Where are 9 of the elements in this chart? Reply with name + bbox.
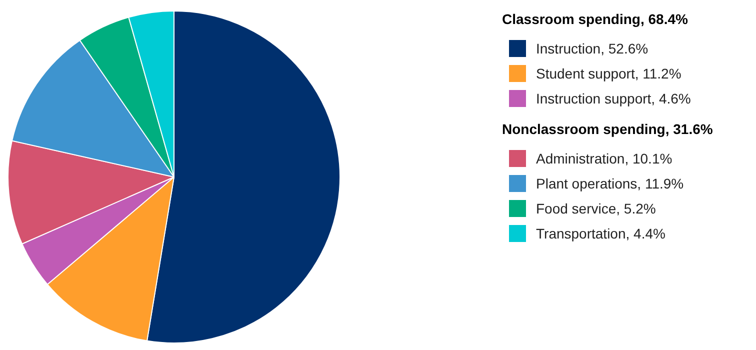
text: Nonclassroom spending, 31.6% (502, 121, 714, 137)
legend-label: Instruction support, 4.6% (536, 90, 691, 106)
legend-label: Student support, 11.2% (536, 66, 682, 82)
legend-label: Plant operations, 11.9% (536, 176, 684, 192)
legend-label: Administration, 10.1% (536, 150, 672, 166)
text: Classroom spending, 68.4% (502, 11, 688, 27)
legend-label: Transportation, 4.4% (536, 226, 666, 242)
legend-label: Food service, 5.2% (536, 200, 656, 216)
legend-label: Instruction, 52.6% (536, 40, 648, 56)
